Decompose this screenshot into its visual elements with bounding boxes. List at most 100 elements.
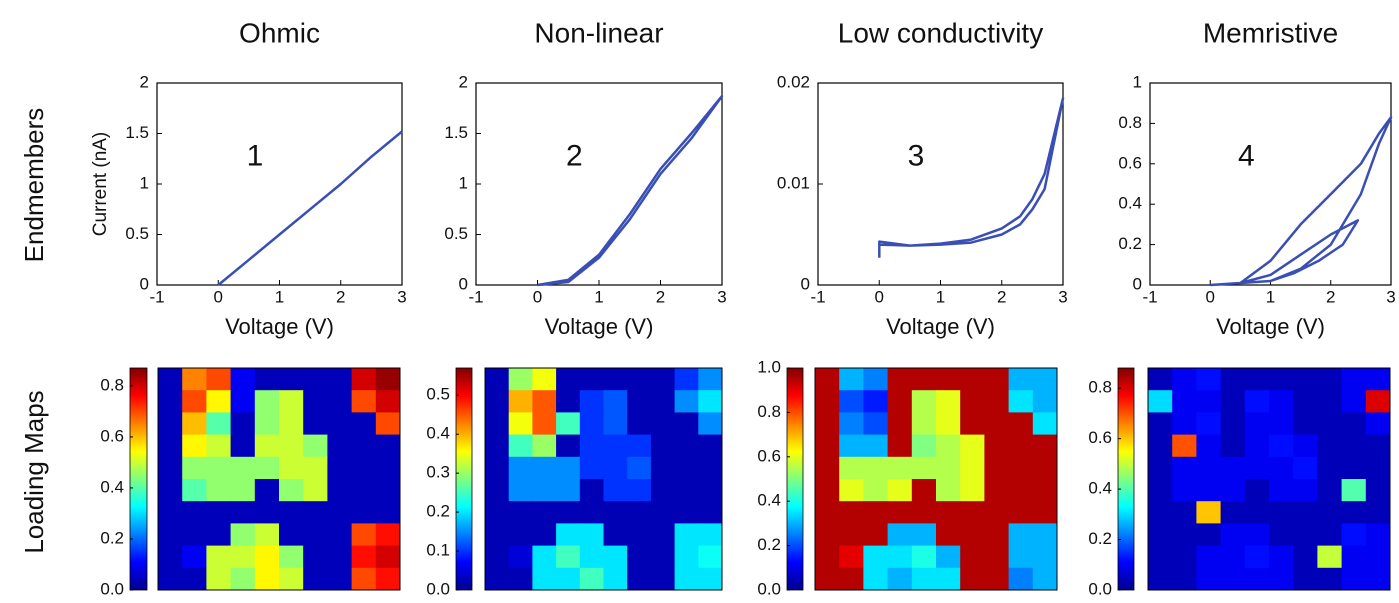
map-frame [157,367,401,591]
heatmap-cell [984,390,1010,413]
heatmap-cell [960,434,985,458]
heatmap-cell [1244,368,1270,391]
heatmap-cell [863,523,889,547]
heatmap-cell [1172,501,1197,524]
heatmap-cell [603,523,628,547]
heatmap-cell [279,523,304,547]
heatmap-cell [579,567,604,591]
heatmap-cell [532,501,557,524]
heatmap-cell [1032,456,1058,480]
heatmap-cell [230,368,256,391]
heatmap-cell [1148,390,1173,413]
heatmap-cell [863,412,889,436]
heatmap-cell [254,523,280,547]
heatmap-cell [532,567,557,591]
heatmap-cell [1244,390,1270,413]
x-tick-label: 1 [1266,287,1275,306]
heatmap-cell [579,412,604,436]
y-tick-label: 0.01 [777,173,810,192]
heatmap-cell [1341,501,1367,524]
heatmap-cell [627,390,652,413]
heatmap-cell [1220,501,1246,524]
heatmap-cell [984,523,1010,547]
y-tick-label: 0.4 [1118,194,1142,213]
heatmap-cell [279,434,304,458]
heatmap-cell [1032,412,1058,436]
heatmap-cell [485,390,510,413]
heatmap-cell [1293,390,1318,413]
heatmap-cell [532,456,557,480]
heatmap-cell [674,501,699,524]
heatmap-cell [182,501,207,524]
heatmap-cell [698,479,723,502]
y-tick-label: 0.2 [1118,234,1142,253]
heatmap-cell [556,456,581,480]
heatmap-cell [1365,390,1391,413]
heatmap-cell [911,567,937,591]
heatmap-cell [1032,501,1058,524]
heatmap-cell [279,456,304,480]
map-frame [484,367,723,591]
heatmap-cell [279,567,304,591]
heatmap-cell [911,412,937,436]
heatmap-cell [887,567,913,591]
heatmap-cell [839,567,864,591]
x-tick-label: -1 [468,287,483,306]
colorbar-tick-label: 0.6 [100,426,124,445]
heatmap-cell [911,368,937,391]
heatmap-cell [579,434,604,458]
heatmap-cell [1317,434,1343,458]
heatmap-cell [158,567,183,591]
y-tick-label: 0.6 [1118,153,1142,172]
heatmap-cell [984,368,1010,391]
x-tick-label: 3 [1386,287,1395,306]
heatmap-cell [485,456,510,480]
y-tick-label: 2 [140,72,149,91]
heatmap-cell [887,545,913,569]
heatmap-cell [1196,479,1222,502]
heatmap-cell [303,368,328,391]
heatmap-cell [887,479,913,502]
heatmap-cell [1196,368,1222,391]
heatmap-cell [206,479,232,502]
heatmap-cell [698,390,723,413]
heatmap-cell [1244,456,1270,480]
heatmap-cell [936,368,961,391]
colorbar-tick-label: 0.8 [1088,378,1112,397]
heatmap-cell [863,368,889,391]
heatmap-cell [351,456,377,480]
heatmap-cell [1220,368,1246,391]
chart-title: Low conductivity [838,17,1043,48]
heatmap-cell [1008,567,1034,591]
y-tick-label: 1 [459,173,468,192]
heatmap-cell [375,479,401,502]
heatmap-cell [1244,412,1270,436]
heatmap-cell [627,434,652,458]
heatmap-cell [627,412,652,436]
heatmap-cell [936,434,961,458]
heatmap-cell [375,545,401,569]
heatmap-cell [1172,523,1197,547]
heatmap-cell [839,501,864,524]
heatmap-cell [1032,545,1058,569]
colorbar-tick-label: 0.4 [100,477,124,496]
x-tick-label: -1 [1142,287,1157,306]
heatmap-cell [936,456,961,480]
x-tick-label: 1 [594,287,603,306]
heatmap-cell [650,523,676,547]
heatmap-cell [508,368,533,391]
colorbar-tick-label: 0.6 [1088,428,1112,447]
plot-frame [1149,82,1392,286]
heatmap-cell [674,545,699,569]
colorbar-tick-label: 0.8 [757,402,781,421]
heatmap-cell [1220,567,1246,591]
heatmap-cell [230,567,256,591]
x-tick-label: 1 [936,287,945,306]
data-line [878,96,1065,258]
heatmap-cell [254,456,280,480]
heatmap-cell [603,567,628,591]
colorbar-tick-label: 0.3 [426,463,450,482]
heatmap-cell [375,412,401,436]
heatmap-cell [1341,545,1367,569]
heatmap-cell [698,523,723,547]
